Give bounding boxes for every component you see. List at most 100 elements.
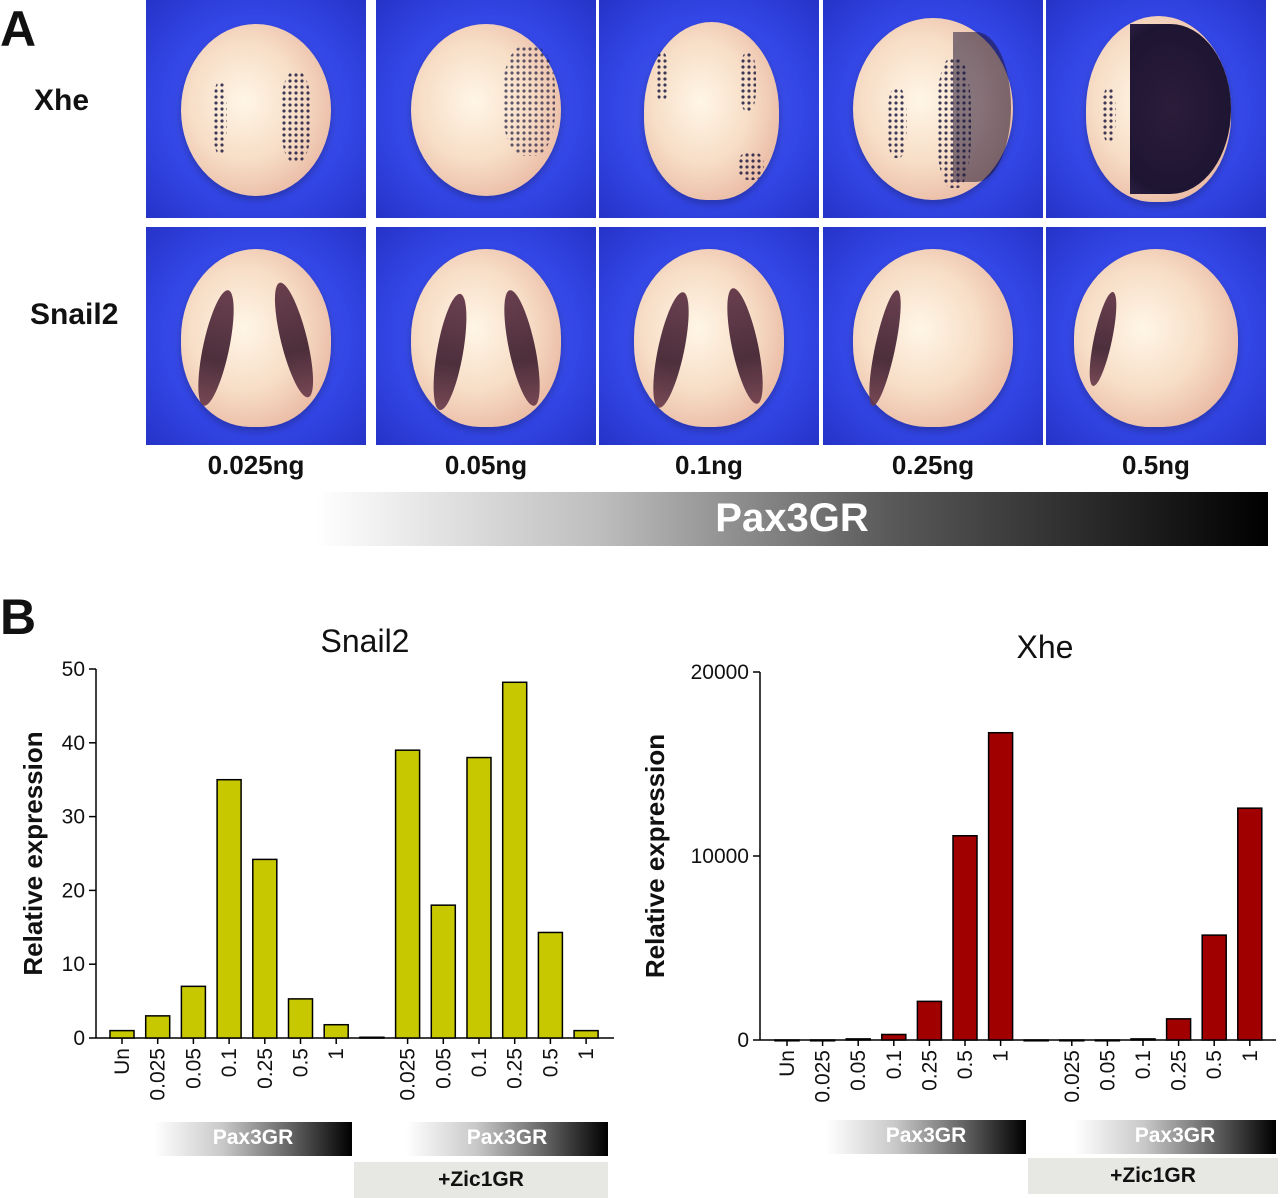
y-axis-label: Relative expression <box>18 731 48 975</box>
x-tick-label: 0.025 <box>147 1048 170 1101</box>
y-tick-label: 20 <box>62 879 85 902</box>
x-tick-label: 1 <box>990 1050 1013 1062</box>
x-tick-label: 0.1 <box>883 1050 906 1079</box>
y-tick-label: 10000 <box>691 845 749 868</box>
x-tick-label: 0.25 <box>918 1050 941 1091</box>
snail2-embryo-image-3 <box>599 227 819 445</box>
x-tick-label: 1 <box>325 1048 348 1060</box>
dose-label-4: 0.25ng <box>891 450 975 480</box>
snail2-pax3gr-bar-1: Pax3GR <box>154 1122 352 1156</box>
bar <box>501 681 528 1039</box>
pax3gr-dose-gradient-bar: Pax3GR <box>316 492 1268 546</box>
x-tick-label: Un <box>111 1048 134 1075</box>
x-tick-label: Un <box>776 1050 799 1077</box>
bar <box>1023 1039 1049 1042</box>
y-axis-label: Relative expression <box>640 734 670 978</box>
x-tick-label: 0.05 <box>182 1048 205 1089</box>
bar <box>394 749 421 1039</box>
bar <box>916 1000 943 1041</box>
gradient-label: Pax3GR <box>212 1126 294 1149</box>
snail2-pax3gr-bar-2: Pax3GR <box>406 1122 608 1156</box>
gradient-label: Pax3GR <box>885 1124 967 1147</box>
bar <box>952 835 978 1041</box>
embryo <box>853 249 1013 427</box>
snail2-zic1gr-label: +Zic1GR <box>354 1162 608 1198</box>
row-label-xhe: Xhe <box>34 84 90 117</box>
xhe-embryo-image-2 <box>376 0 596 218</box>
snail2-embryo-image-5 <box>1046 227 1266 445</box>
bar <box>180 985 207 1039</box>
bar <box>1201 934 1227 1041</box>
bar <box>359 1036 385 1039</box>
embryo <box>853 18 1013 200</box>
embryo <box>411 249 561 427</box>
xhe-pax3gr-bar-2: Pax3GR <box>1074 1120 1276 1154</box>
x-tick-label: 0.5 <box>954 1050 977 1079</box>
x-tick-label: 1 <box>575 1048 598 1060</box>
dose-label-1: 0.025ng <box>207 450 305 480</box>
bar <box>537 931 564 1039</box>
bar <box>881 1033 907 1041</box>
y-tick-label: 0 <box>73 1027 85 1050</box>
embryo <box>411 24 561 196</box>
x-tick-label: 0.1 <box>218 1048 241 1077</box>
chart-title: Snail2 <box>321 623 410 659</box>
snail2-embryo-image-4 <box>823 227 1043 445</box>
xhe-bar-chart: Xhe Relative expression 0 10000 20000 Un 0.025… <box>640 629 1276 1103</box>
snail2-embryo-image-1 <box>146 227 366 445</box>
bar <box>323 1023 349 1039</box>
x-tick-label: 0.1 <box>1132 1050 1155 1079</box>
bar <box>252 858 278 1039</box>
x-tick-label: 0.025 <box>1061 1050 1084 1103</box>
bar <box>845 1038 871 1041</box>
xhe-embryo-image-4 <box>823 0 1043 218</box>
y-tick-label: 20000 <box>691 661 749 684</box>
panel-a-letter: A <box>0 1 37 57</box>
row-label-snail2: Snail2 <box>30 298 119 331</box>
y-tick-label: 10 <box>62 953 85 976</box>
x-tick-label: 0.1 <box>468 1048 491 1077</box>
dose-label-2: 0.05ng <box>444 450 528 480</box>
dose-label-5: 0.5ng <box>1122 450 1190 480</box>
x-tick-label: 0.05 <box>847 1050 870 1091</box>
bar <box>430 904 457 1039</box>
chart-title: Xhe <box>1017 629 1074 665</box>
bar <box>1237 807 1263 1041</box>
xhe-zic1gr-label: +Zic1GR <box>1028 1158 1278 1194</box>
embryo <box>181 249 331 427</box>
xhe-embryo-image-5 <box>1046 0 1266 218</box>
snail2-bar-chart: Snail2 Relative expression 0 10 20 30 40 50 Un 0.… <box>18 623 614 1101</box>
panel-b-letter: B <box>0 589 37 645</box>
bar <box>144 1015 171 1039</box>
embryo <box>1086 16 1231 202</box>
embryo <box>644 22 779 200</box>
y-tick-label: 30 <box>62 806 85 829</box>
pax3gr-gradient-label: Pax3GR <box>715 496 869 540</box>
bar <box>1130 1038 1156 1041</box>
bar <box>1165 1018 1192 1041</box>
xhe-embryo-image-1 <box>146 0 366 218</box>
bar <box>109 1029 135 1039</box>
embryo <box>181 24 331 196</box>
bar <box>287 998 314 1039</box>
y-tick-label: 50 <box>62 658 85 681</box>
dose-label-3: 0.1ng <box>675 450 743 480</box>
x-tick-label: 0.025 <box>397 1048 420 1101</box>
x-tick-label: 0.05 <box>1096 1050 1119 1091</box>
x-tick-label: 0.5 <box>290 1048 313 1077</box>
gradient-label: Pax3GR <box>1134 1124 1216 1147</box>
gradient-label: Pax3GR <box>466 1126 548 1149</box>
snail2-embryo-image-2 <box>376 227 596 445</box>
bar <box>987 731 1014 1041</box>
x-tick-label: 1 <box>1239 1050 1262 1062</box>
xhe-embryo-image-3 <box>599 0 819 218</box>
x-tick-label: 0.5 <box>539 1048 562 1077</box>
x-tick-label: 0.25 <box>504 1048 527 1089</box>
bar <box>466 756 492 1039</box>
x-tick-label: 0.025 <box>812 1050 835 1103</box>
bar <box>573 1029 599 1039</box>
y-tick-label: 0 <box>737 1029 749 1052</box>
embryo <box>634 249 784 427</box>
bar <box>216 778 242 1039</box>
x-tick-label: 0.05 <box>432 1048 455 1089</box>
